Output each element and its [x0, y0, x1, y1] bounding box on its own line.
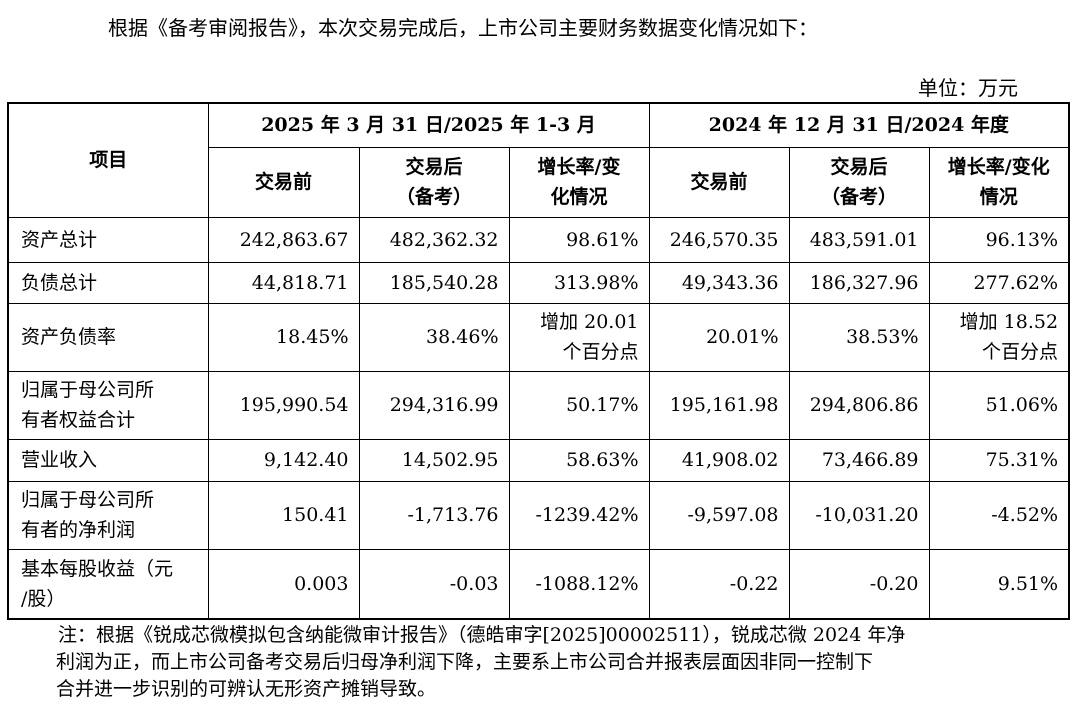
table-cell: 14,502.95: [358, 438, 510, 482]
table-row: 营业收入 9,142.40 14,502.95 58.63% 41,908.02 73,4…: [7, 438, 1070, 482]
table-cell: 294,806.86: [788, 370, 930, 440]
table-cell: -10,031.20: [788, 480, 930, 550]
table-cell: -1,713.76: [358, 480, 510, 550]
table-row: 归属于母公司所 有者的净利润 150.41 -1,713.76 -1239.42% -9…: [7, 480, 1070, 550]
table-cell: 51.06%: [928, 370, 1070, 440]
intro: 根据《备考审阅报告》，本次交易完成后，上市公司主要财务数据变化情况如下：: [108, 16, 818, 40]
header-cell: 交易后 （备考）: [788, 146, 930, 218]
header-cell: 2024 年 12 月 31 日/2024 年度: [648, 102, 1070, 148]
table-cell: 195,990.54: [207, 370, 360, 440]
table-cell: 242,863.67: [207, 216, 360, 263]
table-cell: 150.41: [207, 480, 360, 550]
table-cell: 246,570.35: [648, 216, 790, 263]
table-cell: 96.13%: [928, 216, 1070, 263]
table-cell: 49,343.36: [648, 261, 790, 304]
financial-table: 项目 2025 年 3 月 31 日/2025 年 1-3 月 2024 年 12 …: [7, 102, 1071, 620]
table-cell: 185,540.28: [358, 261, 510, 304]
table-cell: 0.003: [207, 548, 360, 620]
table-cell: 58.63%: [508, 438, 650, 482]
unit: 单位：万元: [918, 76, 1018, 100]
table-cell: 资产总计: [7, 216, 209, 263]
table-cell: 44,818.71: [207, 261, 360, 304]
header-row: 交易前 交易后 （备考） 增长率/变 化情况 交易前 交易后 （备考） 增长率/变化 情况: [8, 146, 1070, 218]
header-cell: 交易后 （备考）: [358, 146, 510, 218]
table-cell: -0.20: [788, 548, 930, 620]
table-cell: 负债总计: [7, 261, 209, 304]
table-cell: 增加 20.01 个百分点: [508, 302, 650, 372]
header-cell: 增长率/变化 情况: [928, 146, 1070, 218]
table-cell: -1239.42%: [508, 480, 650, 550]
table-cell: 20.01%: [648, 302, 790, 372]
table-cell: 基本每股收益（元 /股）: [7, 548, 209, 620]
table-cell: 18.45%: [207, 302, 360, 372]
note: 注：根据《锐成芯微模拟包含纳能微审计报告》（德皓审字[2025]00002511…: [56, 622, 906, 703]
table-cell: 277.62%: [928, 261, 1070, 304]
header-cell: 增长率/变 化情况: [508, 146, 650, 218]
table-cell: 186,327.96: [788, 261, 930, 304]
table-cell: 294,316.99: [358, 370, 510, 440]
table-cell: 50.17%: [508, 370, 650, 440]
table-cell: 营业收入: [7, 438, 209, 482]
table-row: 基本每股收益（元 /股） 0.003 -0.03 -1088.12% -0.22 -0.2…: [7, 548, 1070, 620]
note-line: 利润为正，而上市公司备考交易后归母净利润下降，主要系上市公司合并报表层面因非同一…: [56, 651, 874, 673]
table-cell: 41,908.02: [648, 438, 790, 482]
table-cell: 313.98%: [508, 261, 650, 304]
table-cell: 38.53%: [788, 302, 930, 372]
note-line: 合并进一步识别的可辨认无形资产摊销导致。: [56, 678, 437, 700]
table-cell: -4.52%: [928, 480, 1070, 550]
table-cell: 9.51%: [928, 548, 1070, 620]
table-cell: 98.61%: [508, 216, 650, 263]
table-cell: 9,142.40: [207, 438, 360, 482]
table-row: 归属于母公司所 有者权益合计 195,990.54 294,316.99 50.17%…: [7, 370, 1070, 440]
table-cell: -0.03: [358, 548, 510, 620]
header-row: 项目 2025 年 3 月 31 日/2025 年 1-3 月 2024 年 12 …: [7, 102, 1070, 218]
table-cell: -0.22: [648, 548, 790, 620]
table-cell: 483,591.01: [788, 216, 930, 263]
header-cell: 交易前: [648, 146, 790, 218]
table-cell: 增加 18.52 个百分点: [928, 302, 1070, 372]
table-cell: 38.46%: [358, 302, 510, 372]
table-cell: 482,362.32: [358, 216, 510, 263]
table-cell: 195,161.98: [648, 370, 790, 440]
table-row: 负债总计 44,818.71 185,540.28 313.98% 49,343.36 1…: [7, 261, 1070, 304]
header-cell: 交易前: [207, 146, 360, 218]
header-cell: 项目: [7, 102, 209, 218]
table-cell: 归属于母公司所 有者权益合计: [7, 370, 209, 440]
note-line: 注：根据《锐成芯微模拟包含纳能微审计报告》（德皓审字[2025]00002511…: [58, 624, 906, 646]
table-cell: 资产负债率: [7, 302, 209, 372]
table-row: 资产总计 242,863.67 482,362.32 98.61% 246,570.35…: [7, 216, 1070, 263]
table-cell: -1088.12%: [508, 548, 650, 620]
header-cell: 2025 年 3 月 31 日/2025 年 1-3 月: [207, 102, 650, 148]
table-cell: 75.31%: [928, 438, 1070, 482]
table-cell: -9,597.08: [648, 480, 790, 550]
table-cell: 归属于母公司所 有者的净利润: [7, 480, 209, 550]
table-row: 资产负债率 18.45% 38.46% 增加 20.01 个百分点 20.01% 38.5…: [7, 302, 1070, 372]
table-cell: 73,466.89: [788, 438, 930, 482]
